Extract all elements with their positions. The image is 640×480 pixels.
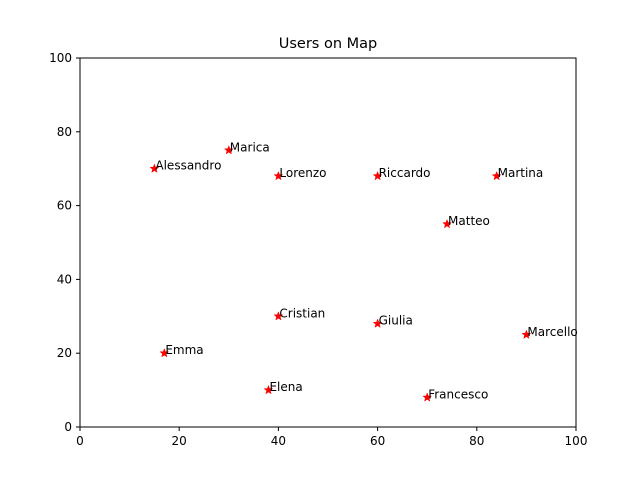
y-tick-label: 40 [57, 272, 72, 286]
data-point-star [223, 145, 234, 155]
data-point-label: Alessandro [155, 159, 221, 173]
x-tick-label: 0 [76, 434, 84, 448]
x-tick-label: 100 [565, 434, 588, 448]
data-point-star [149, 163, 160, 173]
data-point-label: Emma [165, 343, 203, 357]
data-point-label: Giulia [379, 314, 413, 328]
y-tick-label: 100 [49, 51, 72, 65]
data-point-star [159, 347, 170, 358]
y-tick-label: 60 [57, 199, 72, 213]
data-point-star [442, 218, 452, 229]
y-tick-label: 20 [57, 346, 72, 360]
data-point-label: Francesco [428, 387, 488, 401]
x-tick-label: 40 [271, 434, 286, 448]
data-point-star [422, 392, 433, 402]
data-point-star [372, 318, 383, 328]
data-point-label: Riccardo [379, 166, 431, 180]
plot-frame [79, 57, 577, 428]
data-point-label: Lorenzo [279, 166, 326, 180]
data-point-star [491, 170, 502, 181]
chart-title: Users on Map [279, 36, 377, 52]
x-axis: 0 20 40 60 80 100 [76, 427, 587, 448]
data-point-label: Marica [230, 140, 270, 154]
data-point-star [273, 170, 284, 181]
y-axis: 0 20 40 60 80 100 [49, 51, 80, 434]
data-point-label: Marcello [527, 325, 577, 339]
data-point-label: Cristian [279, 306, 325, 320]
y-tick-label: 80 [57, 125, 72, 139]
data-point-star [263, 384, 274, 395]
x-tick-label: 20 [172, 434, 187, 448]
data-points: Alessandro Marica Lorenzo Riccardo Martina Ma… [149, 140, 578, 402]
data-point-star [521, 329, 532, 339]
x-tick-label: 80 [469, 434, 484, 448]
data-point-label: Matteo [448, 214, 490, 228]
x-tick-label: 60 [370, 434, 385, 448]
data-point-star [273, 311, 284, 321]
data-point-label: Martina [498, 166, 544, 180]
data-point-label: Elena [269, 380, 302, 394]
y-tick-label: 0 [64, 420, 72, 434]
data-point-star [372, 170, 383, 181]
